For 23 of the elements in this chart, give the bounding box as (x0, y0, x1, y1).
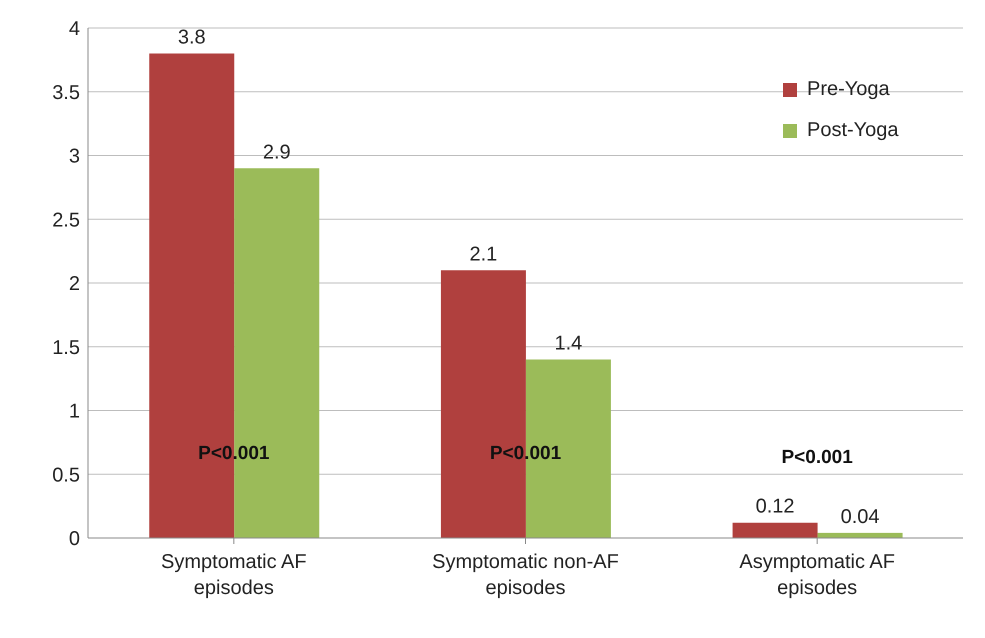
y-tick-label: 2 (68, 273, 80, 296)
x-tick-label: Asymptomatic AF episodes (739, 551, 895, 599)
y-tick-label: 2.5 (52, 209, 80, 232)
data-label: 1.4 (554, 332, 582, 354)
data-label: 0.12 (756, 496, 795, 518)
y-tick-label: 3 (68, 146, 80, 168)
data-label: 2.1 (470, 243, 498, 266)
y-tick-label: 3.5 (52, 82, 80, 104)
data-label: 3.8 (178, 26, 206, 48)
y-tick-label: 0 (68, 528, 80, 550)
x-tick-label: Symptomatic AF episodes (161, 551, 307, 599)
y-tick-label: 0.5 (52, 464, 80, 486)
y-tick-label: 4 (68, 18, 80, 40)
x-tick-label: Symptomatic non-AF episodes (432, 551, 619, 599)
y-tick-label: 1.5 (52, 336, 80, 359)
legend-label: Post-Yoga (806, 119, 900, 142)
y-tick-label: 1 (68, 400, 80, 423)
data-label: 2.9 (262, 141, 291, 164)
legend-label: Pre-Yoga (806, 78, 891, 101)
annotation: P<0.001 (780, 446, 854, 469)
annotation: P<0.001 (197, 443, 270, 466)
bar (732, 522, 818, 538)
data-label: 0.04 (840, 506, 880, 528)
